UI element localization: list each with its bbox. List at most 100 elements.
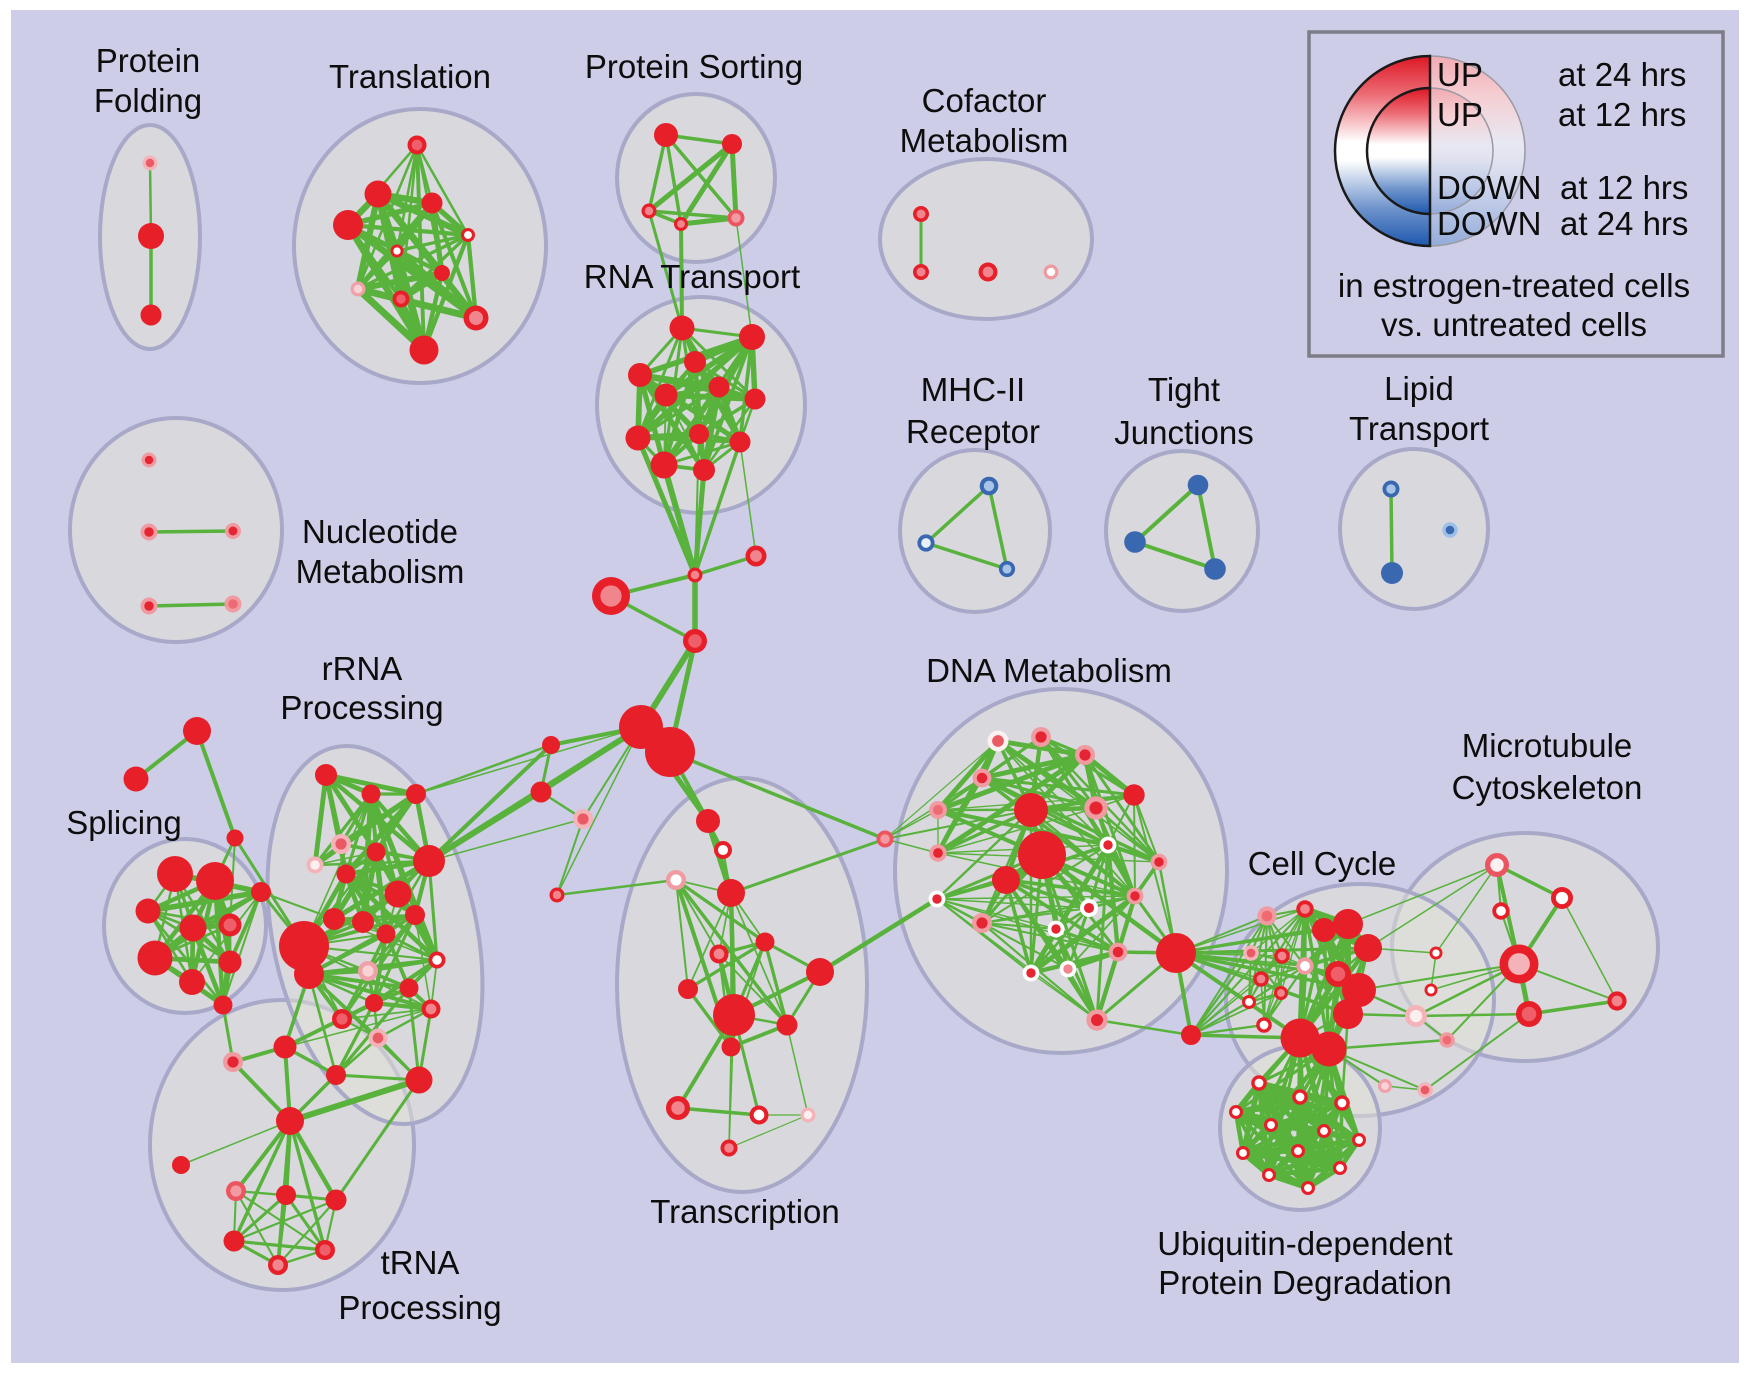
- node-dmb2[interactable]: [1018, 831, 1066, 879]
- node-cc8[interactable]: [1242, 995, 1256, 1009]
- node-rr6[interactable]: [336, 864, 356, 884]
- node-ccb2[interactable]: [1311, 1031, 1347, 1067]
- node-tchub[interactable]: [713, 994, 755, 1036]
- node-sp7[interactable]: [179, 969, 205, 995]
- node-dm4[interactable]: [972, 768, 992, 788]
- node-sp1[interactable]: [157, 856, 193, 892]
- node-br1[interactable]: [251, 882, 271, 902]
- node-cc15[interactable]: [1342, 973, 1376, 1007]
- node-rr19[interactable]: [368, 1028, 388, 1048]
- node-h6[interactable]: [645, 727, 695, 777]
- node-ub8[interactable]: [1236, 1146, 1250, 1160]
- node-ps5[interactable]: [727, 209, 745, 227]
- node-cc17[interactable]: [1405, 1005, 1427, 1027]
- node-rt7[interactable]: [744, 388, 766, 410]
- node-rr14[interactable]: [358, 961, 378, 981]
- node-t3[interactable]: [421, 192, 443, 214]
- node-pf2[interactable]: [138, 223, 164, 249]
- node-cc4[interactable]: [1274, 948, 1290, 964]
- node-dm18[interactable]: [1022, 964, 1040, 982]
- node-rrhub[interactable]: [413, 845, 445, 877]
- node-rt5[interactable]: [708, 376, 730, 398]
- node-tn2[interactable]: [226, 1181, 246, 1201]
- node-cc21[interactable]: [1378, 1079, 1392, 1093]
- node-t8[interactable]: [350, 281, 366, 297]
- node-rr16[interactable]: [365, 994, 383, 1012]
- node-t7[interactable]: [434, 265, 450, 281]
- node-cc14[interactable]: [1325, 961, 1351, 987]
- node-cc7[interactable]: [1274, 986, 1288, 1000]
- node-lp1[interactable]: [1382, 480, 1400, 498]
- node-dm5[interactable]: [929, 801, 947, 819]
- node-mt3[interactable]: [1551, 887, 1573, 909]
- node-tn1[interactable]: [172, 1156, 190, 1174]
- node-tn6[interactable]: [315, 1240, 335, 1260]
- node-sp3[interactable]: [135, 898, 161, 924]
- node-rr11[interactable]: [352, 911, 374, 933]
- node-nm5[interactable]: [224, 595, 242, 613]
- node-rt11[interactable]: [650, 451, 678, 479]
- node-rt9[interactable]: [689, 424, 709, 444]
- node-ub6[interactable]: [1317, 1124, 1331, 1138]
- node-dm16[interactable]: [1126, 887, 1144, 905]
- node-cm3[interactable]: [978, 262, 998, 282]
- node-ps3[interactable]: [641, 203, 657, 219]
- node-rr9[interactable]: [405, 905, 425, 925]
- node-h9[interactable]: [573, 809, 593, 829]
- node-rr8[interactable]: [384, 880, 412, 908]
- node-sp2[interactable]: [196, 862, 234, 900]
- node-mh3[interactable]: [998, 560, 1016, 578]
- node-cc13[interactable]: [1354, 934, 1382, 962]
- node-rr18[interactable]: [332, 1009, 352, 1029]
- node-ub5[interactable]: [1264, 1118, 1278, 1132]
- node-spt2[interactable]: [123, 766, 149, 792]
- node-rr5[interactable]: [306, 856, 324, 874]
- node-t11[interactable]: [409, 335, 439, 365]
- node-mtb[interactable]: [1499, 944, 1539, 984]
- node-dm15[interactable]: [1047, 920, 1065, 938]
- node-spb[interactable]: [226, 829, 244, 847]
- node-sp9[interactable]: [213, 995, 233, 1015]
- node-dm13[interactable]: [972, 913, 992, 933]
- node-t1[interactable]: [407, 135, 427, 155]
- node-cm2[interactable]: [913, 264, 929, 280]
- node-pf1[interactable]: [142, 155, 158, 171]
- node-tc3[interactable]: [666, 870, 686, 890]
- node-tn7[interactable]: [268, 1255, 288, 1275]
- node-cc19[interactable]: [1424, 983, 1438, 997]
- node-dm14[interactable]: [1080, 899, 1098, 917]
- node-rr12[interactable]: [376, 924, 396, 944]
- node-ub9[interactable]: [1291, 1144, 1305, 1158]
- node-t9[interactable]: [392, 290, 410, 308]
- node-rt8[interactable]: [625, 425, 651, 451]
- node-cc12[interactable]: [1333, 909, 1363, 939]
- node-tc6[interactable]: [709, 944, 729, 964]
- node-tc12[interactable]: [749, 1105, 769, 1125]
- node-cc9[interactable]: [1256, 1017, 1272, 1033]
- node-rrbig2[interactable]: [294, 959, 324, 989]
- node-mt5[interactable]: [1607, 991, 1627, 1011]
- node-dm1[interactable]: [987, 730, 1009, 752]
- node-lp2[interactable]: [1381, 562, 1403, 584]
- node-cc22[interactable]: [1417, 1082, 1433, 1098]
- node-dm8[interactable]: [1123, 784, 1145, 806]
- node-rrbig[interactable]: [279, 921, 329, 971]
- node-mt1[interactable]: [1485, 853, 1509, 877]
- node-dmb1[interactable]: [1014, 793, 1048, 827]
- node-t6[interactable]: [390, 244, 404, 258]
- node-h8[interactable]: [530, 781, 552, 803]
- node-ps2[interactable]: [722, 134, 742, 154]
- node-spt1[interactable]: [183, 717, 211, 745]
- node-h3[interactable]: [592, 577, 630, 615]
- node-h7[interactable]: [542, 736, 560, 754]
- node-pf3[interactable]: [140, 304, 162, 326]
- node-tj3[interactable]: [1204, 558, 1226, 580]
- node-tc10[interactable]: [721, 1037, 741, 1057]
- node-ub12[interactable]: [1301, 1181, 1315, 1195]
- node-rt4[interactable]: [628, 363, 652, 387]
- node-tj2[interactable]: [1124, 531, 1146, 553]
- node-dm12[interactable]: [928, 890, 946, 908]
- node-ub11[interactable]: [1262, 1168, 1276, 1182]
- node-sp5[interactable]: [218, 913, 242, 937]
- node-ub2[interactable]: [1292, 1089, 1308, 1105]
